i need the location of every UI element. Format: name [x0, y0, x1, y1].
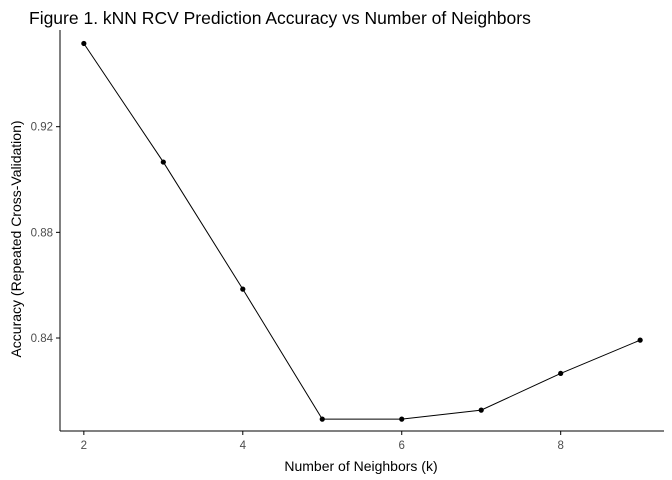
chart-title: Figure 1. kNN RCV Prediction Accuracy vs…	[29, 8, 531, 28]
data-point	[319, 416, 325, 422]
x-tick-label: 4	[240, 440, 247, 452]
y-axis-ticks: 0.84 0.88 0.92	[31, 122, 60, 345]
data-point	[558, 370, 564, 377]
y-tick-label: 0.84	[31, 333, 54, 345]
data-point	[478, 407, 484, 413]
x-tick-label: 6	[399, 440, 405, 452]
series-points	[81, 40, 643, 422]
x-axis-ticks: 2 4 6 8	[81, 431, 564, 452]
plot-area: 0.84 0.88 0.92 2 4 6 8	[31, 30, 664, 452]
data-point	[399, 416, 405, 422]
series-line	[83, 43, 641, 420]
y-axis-title: Accuracy (Repeated Cross-Validation)	[8, 120, 24, 357]
x-tick-label: 2	[81, 440, 87, 452]
x-axis-title: Number of Neighbors (k)	[284, 458, 437, 474]
x-tick-label: 8	[557, 440, 563, 452]
data-point	[637, 337, 643, 343]
y-tick-label: 0.92	[31, 122, 53, 134]
data-point	[240, 286, 246, 292]
y-tick-label: 0.88	[31, 227, 53, 239]
data-point	[81, 40, 87, 47]
data-point	[160, 159, 166, 165]
